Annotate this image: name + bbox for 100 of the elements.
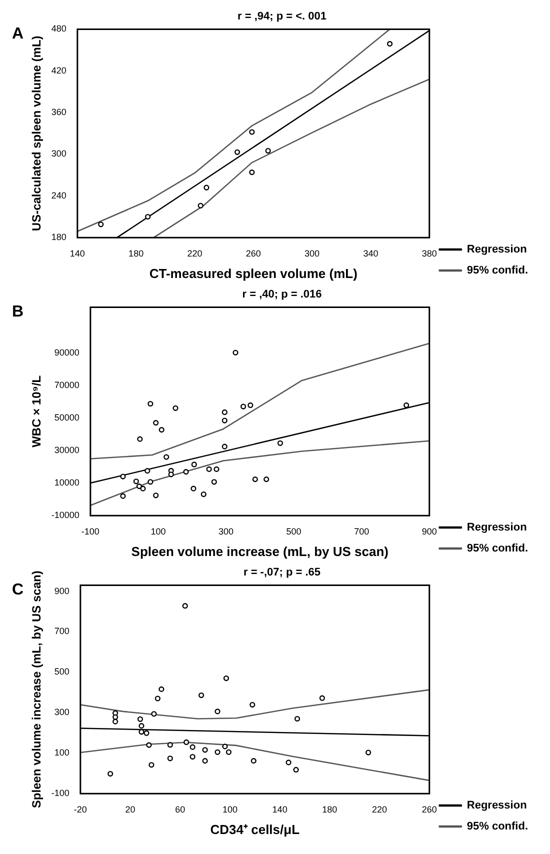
point: [200, 491, 206, 498]
point: [286, 760, 292, 766]
x-tick-label: 180: [128, 248, 144, 258]
point: [222, 744, 228, 750]
point: [250, 702, 256, 708]
chart-title: r = ,40; p = .016: [242, 288, 322, 301]
x-axis-title: CD34⁺ cells/μL: [210, 822, 300, 837]
point: [404, 402, 410, 408]
point: [264, 476, 270, 482]
point: [293, 766, 299, 773]
legend-label: Regression: [466, 244, 528, 256]
y-tick-label: 10000: [54, 478, 80, 488]
x-tick-label: 260: [246, 248, 261, 258]
x-tick-label: 260: [422, 804, 437, 814]
x-axis-title: Spleen volume increase (mL, by US scan): [131, 544, 388, 559]
x-tick-label: 300: [218, 526, 234, 536]
x-tick-label: -100: [81, 526, 100, 536]
point: [120, 474, 126, 480]
y-tick-label: 100: [54, 748, 70, 758]
point: [319, 695, 325, 701]
x-tick-label: 20: [125, 804, 136, 814]
point: [252, 476, 258, 482]
point: [112, 714, 118, 720]
y-tick-label: 70000: [54, 380, 80, 390]
point: [145, 214, 151, 220]
point: [148, 479, 154, 485]
point: [167, 742, 173, 748]
point: [211, 479, 217, 485]
y-tick-label: 360: [51, 107, 66, 118]
point: [146, 742, 152, 748]
point: [183, 469, 189, 475]
text: C: [12, 581, 24, 598]
legend-label: 95% confid.: [466, 264, 528, 277]
x-tick-label: 300: [304, 248, 320, 258]
y-tick-label: -10000: [51, 510, 80, 520]
point: [240, 404, 246, 410]
point: [167, 756, 173, 762]
y-tick-label: 90000: [54, 347, 80, 358]
point: [277, 440, 284, 446]
point: [108, 770, 114, 777]
point: [202, 747, 208, 753]
point: [120, 493, 126, 499]
point: [232, 350, 238, 356]
point: [158, 686, 164, 692]
x-tick-label: 900: [422, 526, 437, 536]
point: [248, 402, 254, 408]
point: [184, 739, 190, 746]
y-tick-label: 900: [54, 586, 70, 596]
y-axis-title: US-calculated spleen volume (mL): [30, 36, 44, 232]
x-tick-label: 100: [150, 526, 166, 536]
point: [204, 184, 210, 190]
point: [172, 405, 178, 411]
point: [191, 462, 197, 468]
y-tick-label: 420: [51, 65, 66, 76]
x-tick-label: 180: [322, 804, 338, 814]
point: [226, 749, 232, 755]
chart-title: r = ,94; p = <. 001: [238, 10, 326, 23]
point: [133, 478, 139, 484]
legend-label: 95% confid.: [466, 542, 528, 555]
point: [136, 483, 142, 490]
x-tick-label: 700: [354, 526, 370, 536]
point: [198, 202, 204, 208]
point: [153, 492, 159, 498]
point: [294, 716, 300, 722]
x-tick-label: 220: [187, 248, 202, 258]
y-tick-label: 500: [54, 666, 70, 677]
point: [222, 418, 228, 424]
y-tick-label: 50000: [54, 412, 80, 422]
point: [140, 486, 146, 492]
point: [249, 129, 255, 135]
y-axis-title: Spleen volume increase (mL, by US scan): [30, 570, 44, 808]
point: [202, 758, 208, 764]
x-tick-label: 500: [286, 526, 302, 536]
x-tick-label: -20: [74, 804, 87, 814]
point: [144, 730, 150, 736]
y-tick-label: 700: [54, 626, 70, 636]
point: [98, 222, 104, 228]
point: [250, 758, 256, 764]
point: [138, 723, 144, 729]
legend-label: 95% confid.: [466, 820, 528, 833]
point: [198, 692, 204, 698]
y-tick-label: 240: [51, 190, 66, 200]
point: [148, 400, 154, 407]
point: [190, 744, 196, 750]
point: [190, 754, 196, 760]
x-tick-label: 60: [175, 804, 186, 814]
point: [144, 468, 150, 474]
y-tick-label: 30000: [54, 444, 80, 455]
point: [154, 696, 160, 702]
point: [168, 472, 174, 478]
point: [265, 148, 271, 154]
point: [112, 718, 118, 724]
y-tick-label: 180: [51, 232, 66, 242]
x-tick-label: 140: [272, 804, 288, 814]
point: [214, 749, 220, 755]
point: [214, 466, 220, 472]
point: [182, 603, 188, 609]
point: [222, 444, 228, 450]
x-axis-title: CT-measured spleen volume (mL): [149, 266, 358, 281]
y-tick-label: 480: [51, 24, 66, 34]
